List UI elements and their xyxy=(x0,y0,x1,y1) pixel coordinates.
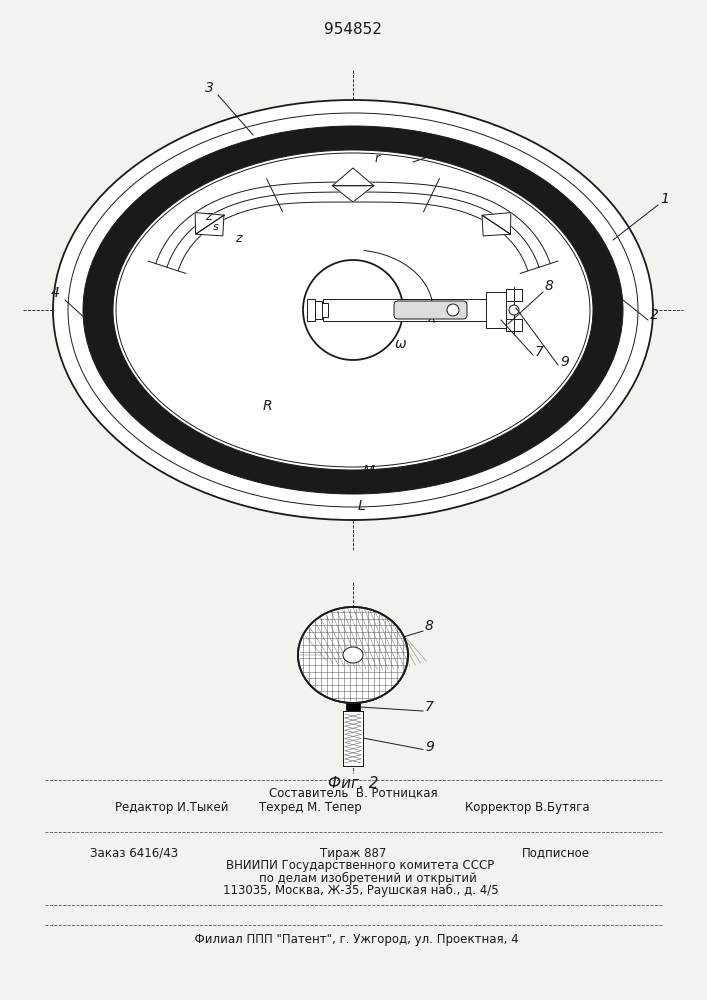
Ellipse shape xyxy=(303,260,403,360)
FancyBboxPatch shape xyxy=(506,319,522,331)
Text: ω: ω xyxy=(395,337,407,351)
Circle shape xyxy=(509,305,519,315)
Text: s: s xyxy=(213,222,218,232)
FancyBboxPatch shape xyxy=(394,301,467,319)
FancyBboxPatch shape xyxy=(307,299,315,321)
Text: 954852: 954852 xyxy=(324,22,382,37)
Text: Фиг. 2: Фиг. 2 xyxy=(328,776,378,791)
FancyBboxPatch shape xyxy=(346,703,360,711)
Text: 4: 4 xyxy=(51,286,60,300)
Text: 1: 1 xyxy=(660,192,669,206)
Polygon shape xyxy=(482,213,511,234)
Text: L: L xyxy=(358,499,366,513)
Text: Заказ 6416/43: Заказ 6416/43 xyxy=(90,846,178,859)
Text: Редактор И.Тыкей: Редактор И.Тыкей xyxy=(115,800,228,814)
Text: 7: 7 xyxy=(535,345,544,359)
Text: r: r xyxy=(375,152,380,165)
FancyBboxPatch shape xyxy=(323,299,503,321)
Ellipse shape xyxy=(343,647,363,663)
Text: z: z xyxy=(205,210,211,223)
Text: Корректор В.Бутяга: Корректор В.Бутяга xyxy=(465,800,590,814)
Text: 7: 7 xyxy=(425,700,434,714)
FancyBboxPatch shape xyxy=(343,711,363,766)
Polygon shape xyxy=(332,186,374,202)
Polygon shape xyxy=(195,213,224,234)
Text: 8: 8 xyxy=(425,619,434,633)
Text: 2: 2 xyxy=(650,308,659,322)
Text: по делам изобретений и открытий: по делам изобретений и открытий xyxy=(229,871,477,885)
Polygon shape xyxy=(332,168,374,186)
Text: Подписное: Подписное xyxy=(522,846,590,859)
Polygon shape xyxy=(196,215,224,236)
Text: z: z xyxy=(235,232,242,245)
FancyBboxPatch shape xyxy=(506,289,522,301)
Ellipse shape xyxy=(53,100,653,520)
Text: 9: 9 xyxy=(560,355,569,369)
FancyBboxPatch shape xyxy=(315,301,322,319)
Ellipse shape xyxy=(83,126,623,494)
Ellipse shape xyxy=(298,607,408,703)
Text: M: M xyxy=(363,464,375,478)
Text: l: l xyxy=(445,140,448,153)
Text: S₀: S₀ xyxy=(213,450,226,463)
Text: Техред М. Тепер: Техред М. Тепер xyxy=(259,800,361,814)
Text: ВНИИПИ Государственного комитета СССР: ВНИИПИ Государственного комитета СССР xyxy=(211,859,495,872)
Text: 113035, Москва, Ж-35, Раушская наб., д. 4/5: 113035, Москва, Ж-35, Раушская наб., д. … xyxy=(208,883,498,897)
FancyBboxPatch shape xyxy=(322,303,328,317)
Text: 8: 8 xyxy=(545,279,554,293)
Text: Составитель  В. Ротницкая: Составитель В. Ротницкая xyxy=(269,786,438,800)
Text: Филиал ППП "Патент", г. Ужгород, ул. Проектная, 4: Филиал ППП "Патент", г. Ужгород, ул. Про… xyxy=(187,934,519,946)
FancyBboxPatch shape xyxy=(486,292,506,328)
Text: Тираж 887: Тираж 887 xyxy=(320,846,386,859)
Text: 9: 9 xyxy=(425,740,434,754)
Text: 3: 3 xyxy=(205,81,214,95)
Text: R: R xyxy=(263,399,273,413)
Polygon shape xyxy=(482,215,510,236)
Ellipse shape xyxy=(113,150,593,470)
Circle shape xyxy=(447,304,459,316)
